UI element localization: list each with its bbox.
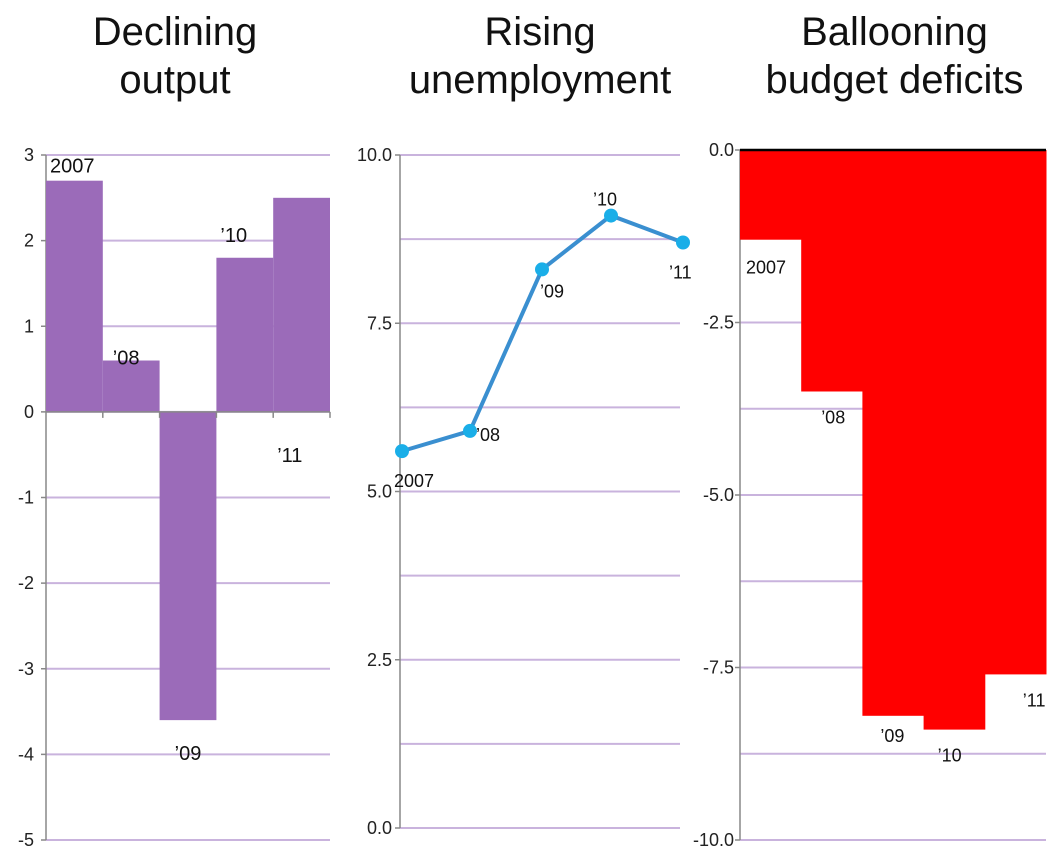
- y-tick-label: -10.0: [693, 830, 734, 850]
- category-label: ’08: [821, 408, 845, 428]
- category-label: 2007: [746, 258, 786, 278]
- y-tick-label: 0: [24, 402, 34, 422]
- panel-title-output: Declining output: [40, 8, 310, 104]
- y-tick-label: 5.0: [367, 482, 392, 502]
- title-line: Rising: [484, 10, 596, 54]
- y-tick-label: -4: [18, 744, 34, 764]
- y-tick-label: 3: [24, 145, 34, 165]
- category-label: ’08: [113, 348, 140, 370]
- y-tick-label: -2.5: [703, 313, 734, 333]
- bar: [923, 150, 986, 730]
- bar: [216, 257, 274, 412]
- category-label: ’11: [277, 445, 302, 467]
- panel-title-unemployment: Rising unemployment: [380, 8, 700, 104]
- y-tick-label: 2.5: [367, 650, 392, 670]
- bar: [102, 360, 160, 412]
- category-label: ’09: [175, 743, 202, 765]
- category-label: ’10: [220, 225, 247, 247]
- series-line: [401, 213, 684, 454]
- bar: [159, 411, 217, 721]
- category-label: ’11: [1023, 690, 1046, 710]
- bar: [862, 150, 925, 716]
- y-tick-label: 2: [24, 231, 34, 251]
- bar: [984, 150, 1047, 675]
- data-point: [535, 262, 549, 277]
- title-line: Declining: [92, 10, 258, 54]
- y-tick-label: 7.5: [367, 313, 392, 333]
- category-label: 2007: [50, 156, 95, 178]
- y-tick-label: 10.0: [357, 145, 392, 165]
- y-tick-label: -5: [18, 830, 34, 850]
- data-point: [676, 235, 690, 250]
- category-label: ’11: [669, 262, 692, 282]
- y-tick-label: 0.0: [367, 818, 392, 838]
- data-point: [604, 208, 618, 223]
- panel-title-deficits: Ballooning budget deficits: [730, 8, 1059, 104]
- y-tick-label: 0.0: [709, 140, 734, 160]
- y-tick-label: -5.0: [703, 485, 734, 505]
- bar: [740, 150, 802, 240]
- y-tick-label: -7.5: [703, 658, 734, 678]
- data-point: [463, 423, 477, 438]
- category-label: ’10: [593, 190, 617, 210]
- category-label: ’09: [540, 281, 564, 301]
- bar: [801, 150, 863, 392]
- y-tick-label: -2: [18, 573, 34, 593]
- category-label: ’09: [880, 726, 904, 746]
- title-line: Ballooning: [801, 10, 988, 54]
- bar: [46, 180, 103, 412]
- category-label: 2007: [394, 471, 434, 491]
- category-label: ’08: [476, 425, 500, 445]
- title-line: unemployment: [408, 58, 672, 102]
- bar: [273, 197, 330, 412]
- data-point: [395, 444, 409, 459]
- y-tick-label: 1: [24, 316, 34, 336]
- y-tick-label: -1: [18, 488, 34, 508]
- title-line: output: [119, 58, 231, 102]
- category-label: ’10: [938, 746, 962, 766]
- title-line: budget deficits: [765, 58, 1024, 102]
- y-tick-label: -3: [18, 659, 34, 679]
